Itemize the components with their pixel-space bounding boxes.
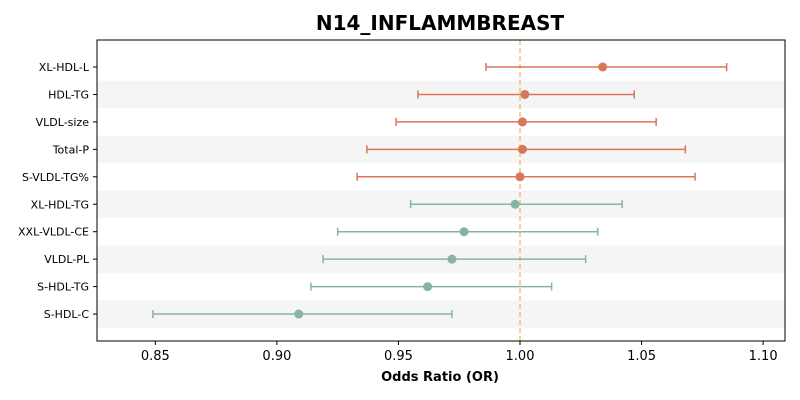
point-estimate xyxy=(459,227,469,237)
point-estimate xyxy=(515,172,525,182)
point-estimate xyxy=(447,254,457,264)
point-estimate xyxy=(510,199,520,209)
point-estimate xyxy=(423,282,433,292)
x-tick-label: 0.85 xyxy=(141,349,170,364)
x-tick-label: 1.10 xyxy=(749,349,778,364)
y-tick-label: Total-P xyxy=(52,143,90,156)
y-tick-label: XXL-VLDL-CE xyxy=(18,226,89,239)
x-tick-label: 1.05 xyxy=(627,349,656,364)
chart-title: N14_INFLAMMBREAST xyxy=(316,11,565,35)
plot-frame xyxy=(96,39,786,342)
marks-layer xyxy=(152,62,728,319)
x-tick-label: 1.00 xyxy=(506,349,535,364)
point-estimate xyxy=(517,144,527,154)
y-tick-label: VLDL-size xyxy=(36,116,90,129)
y-tick-label: S-VLDL-TG% xyxy=(22,171,89,184)
y-tick-label: XL-HDL-L xyxy=(39,61,90,74)
x-axis: 0.85 0.90 0.95 1.00 1.05 1.10 xyxy=(141,341,778,364)
y-tick-label: HDL-TG xyxy=(48,88,89,101)
point-estimate xyxy=(520,89,530,99)
y-tick-label: S-HDL-C xyxy=(44,308,90,321)
y-tick-label: VLDL-PL xyxy=(44,253,90,266)
x-tick-label: 0.90 xyxy=(262,349,291,364)
x-axis-label: Odds Ratio (OR) xyxy=(381,370,499,385)
x-tick-label: 0.95 xyxy=(384,349,413,364)
point-estimate xyxy=(598,62,608,72)
point-estimate xyxy=(294,309,304,319)
y-tick-label: XL-HDL-TG xyxy=(31,198,89,211)
y-tick-label: S-HDL-TG xyxy=(37,281,89,294)
y-axis: XL-HDL-L HDL-TG VLDL-size Total-P S-VLDL-TG%… xyxy=(18,61,97,321)
point-estimate xyxy=(517,117,527,127)
